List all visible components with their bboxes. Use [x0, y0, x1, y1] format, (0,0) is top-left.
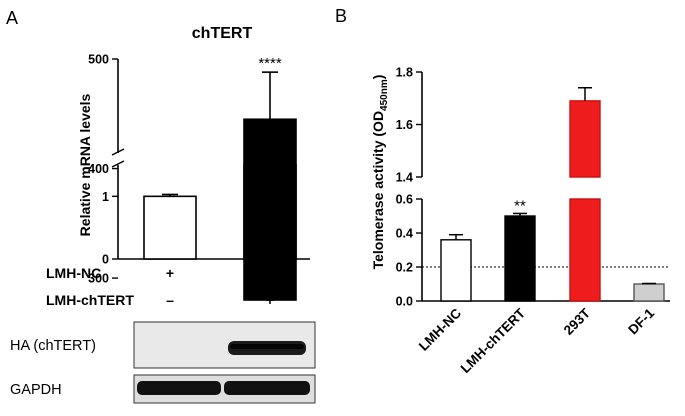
x-tick-label: 293T	[561, 305, 594, 338]
bar-lmh-chtert-upper	[243, 118, 297, 301]
bar-293t-upper	[569, 100, 601, 178]
y-tick-label: 300	[88, 272, 109, 286]
chart-title: chTERT	[192, 25, 253, 42]
axis-break-mark	[111, 160, 125, 168]
y-tick-label: 0.6	[396, 193, 413, 207]
y-axis-title: Telomerase activity (OD450nm)	[370, 75, 390, 270]
y-tick-label: 1.4	[396, 171, 413, 185]
blot-label: GAPDH	[10, 382, 62, 398]
x-tick-label: LMH-NC	[416, 305, 464, 353]
bar-lmh-nc	[440, 239, 472, 302]
y-tick-label: 0.4	[396, 227, 413, 241]
bar-lmh-chtert	[504, 215, 536, 302]
y-tick-label: 0	[102, 253, 109, 267]
condition-mark: –	[266, 265, 274, 281]
panel-b-chart: Telomerase activity (OD450nm) 0.0 0.2 0.4 0.…	[370, 66, 670, 376]
x-tick-label: DF-1	[625, 305, 657, 337]
panel-label-b: B	[335, 6, 347, 26]
significance-label: **	[514, 197, 526, 214]
panel-label-a: A	[6, 8, 18, 28]
y-tick-label: 1.6	[396, 118, 413, 132]
bar-df-1	[633, 283, 665, 302]
y-axis-title: Relative mRNA levels	[77, 93, 93, 236]
condition-mark: +	[166, 265, 174, 281]
condition-mark: +	[266, 292, 274, 308]
y-tick-label: 1.8	[396, 66, 413, 80]
blot-band	[230, 344, 304, 349]
blot-band	[137, 381, 221, 395]
y-tick-label: 1	[102, 190, 109, 204]
panel-a-chart: chTERT Relative mRNA levels 0 1 300 400 500 ***…	[10, 25, 316, 404]
y-tick-label: 0.0	[396, 295, 413, 309]
x-tick-label: LMH-chTERT	[458, 305, 529, 376]
significance-label: ****	[258, 55, 282, 72]
condition-mark: –	[166, 292, 174, 308]
y-tick-label: 500	[88, 53, 109, 67]
condition-label: LMH-chTERT	[46, 292, 134, 308]
bar-lmh-nc	[143, 195, 197, 260]
condition-label: LMH-NC	[46, 265, 101, 281]
y-tick-label: 0.2	[396, 261, 413, 275]
bar-293t	[569, 198, 601, 302]
blot-label: HA (chTERT)	[10, 338, 96, 354]
axis-break-mark	[111, 148, 125, 156]
blot-band	[224, 381, 310, 395]
y-tick-label: 400	[88, 162, 109, 176]
